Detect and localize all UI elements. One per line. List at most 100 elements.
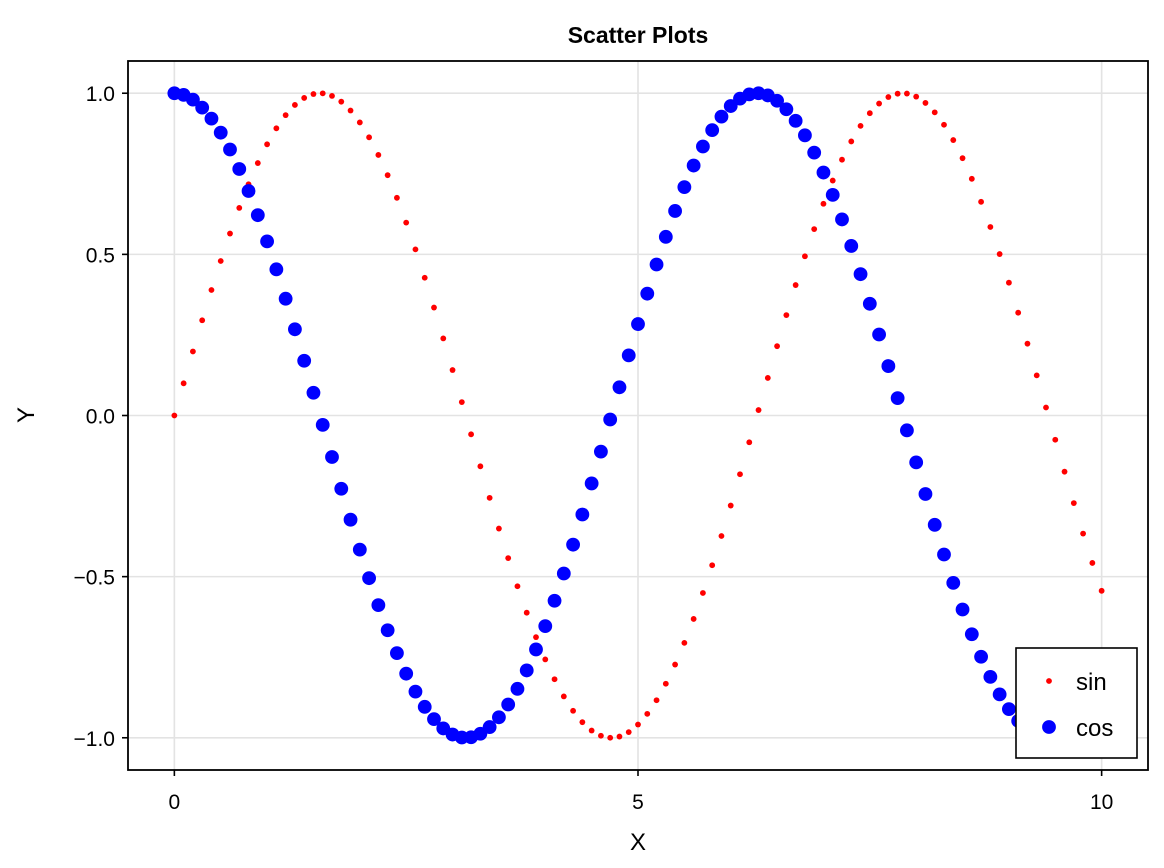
- axis-ticks: 0 5 10 −1.0 −0.5 0.0 0.5 1.0: [74, 83, 1114, 814]
- sin-point: [598, 732, 604, 739]
- sin-point: [217, 258, 224, 264]
- sin-point: [792, 282, 799, 288]
- sin-point: [458, 399, 465, 405]
- cos-point: [556, 566, 571, 581]
- legend-label-sin: sin: [1076, 669, 1107, 696]
- grid: [128, 61, 1148, 770]
- cos-point: [918, 487, 933, 501]
- cos-point: [325, 450, 339, 464]
- chart-title: Scatter Plots: [568, 22, 709, 48]
- series-cos: [167, 86, 1109, 745]
- cos-point: [779, 102, 794, 117]
- cos-point: [853, 267, 868, 282]
- cos-point: [492, 710, 506, 725]
- cos-point: [677, 180, 692, 195]
- sin-point: [811, 226, 818, 232]
- cos-point: [584, 476, 599, 491]
- sin-point: [959, 155, 966, 162]
- cos-point: [631, 317, 645, 331]
- y-axis-label: Y: [13, 407, 40, 423]
- sin-point: [931, 109, 938, 116]
- cos-point: [260, 234, 274, 249]
- sin-point: [718, 533, 725, 539]
- sin-point: [329, 93, 335, 99]
- sin-point: [282, 112, 289, 119]
- cos-point: [380, 623, 395, 638]
- cos-point: [315, 418, 330, 432]
- sin-point: [616, 733, 623, 740]
- sin-point: [375, 152, 382, 158]
- cos-point: [519, 663, 534, 678]
- cos-point: [872, 327, 886, 342]
- y-tick-label: −0.5: [74, 567, 115, 590]
- sin-point: [968, 175, 975, 182]
- sin-point: [885, 94, 892, 100]
- sin-point: [1015, 309, 1022, 316]
- sin-point: [700, 590, 706, 596]
- cos-point: [835, 212, 849, 227]
- sin-point: [1070, 500, 1077, 506]
- cos-point: [696, 139, 710, 154]
- sin-point: [505, 555, 512, 562]
- cos-point: [232, 162, 247, 176]
- sin-point: [347, 107, 354, 114]
- cos-point: [844, 239, 859, 253]
- sin-point: [468, 431, 474, 438]
- x-tick-label: 0: [169, 791, 181, 814]
- cos-point: [658, 229, 673, 244]
- sin-point: [764, 375, 771, 381]
- sin-point: [607, 734, 614, 741]
- cos-point: [575, 507, 590, 522]
- y-tick-label: 0.0: [86, 406, 115, 429]
- sin-point: [783, 312, 790, 319]
- sin-point: [802, 253, 808, 260]
- cos-point: [788, 113, 803, 128]
- cos-point: [250, 208, 265, 223]
- cos-point: [390, 646, 404, 661]
- sin-point: [644, 710, 651, 717]
- sin-point: [876, 100, 882, 107]
- sin-point: [950, 137, 957, 143]
- sin-point: [551, 676, 558, 683]
- cos-point: [529, 642, 543, 657]
- x-tick-label: 5: [632, 791, 644, 814]
- sin-point: [310, 91, 317, 97]
- sin-point: [588, 727, 595, 734]
- sin-point: [672, 661, 678, 668]
- sin-point: [254, 160, 261, 166]
- sin-point: [913, 93, 920, 100]
- cos-point: [900, 423, 914, 438]
- sin-point: [681, 639, 688, 646]
- sin-point: [839, 156, 845, 163]
- cos-point: [306, 385, 321, 400]
- cos-point: [862, 296, 877, 311]
- cos-point: [510, 681, 525, 696]
- sin-point: [542, 656, 549, 663]
- sin-point: [727, 502, 734, 509]
- sin-point: [1089, 560, 1096, 566]
- sin-point: [737, 471, 743, 478]
- cos-point: [566, 537, 580, 552]
- cos-point: [964, 627, 979, 642]
- x-tick-label: 10: [1090, 791, 1113, 814]
- cos-point: [955, 602, 970, 617]
- sin-point: [1098, 587, 1105, 594]
- cos-point: [1002, 702, 1016, 717]
- sin-point: [208, 287, 215, 293]
- sin-point: [922, 100, 929, 106]
- sin-point: [1024, 340, 1031, 347]
- cos-point: [686, 158, 701, 173]
- cos-point: [937, 547, 951, 562]
- sin-point: [523, 609, 530, 616]
- sin-point: [199, 317, 206, 324]
- sin-point: [171, 412, 178, 419]
- sin-point: [1043, 404, 1049, 411]
- sin-point: [384, 172, 391, 179]
- cos-point: [241, 184, 256, 198]
- sin-point: [1033, 372, 1040, 379]
- cos-point: [399, 666, 414, 681]
- cos-point: [890, 391, 905, 405]
- cos-point: [603, 412, 618, 427]
- sin-point: [848, 138, 855, 145]
- sin-point: [894, 90, 901, 97]
